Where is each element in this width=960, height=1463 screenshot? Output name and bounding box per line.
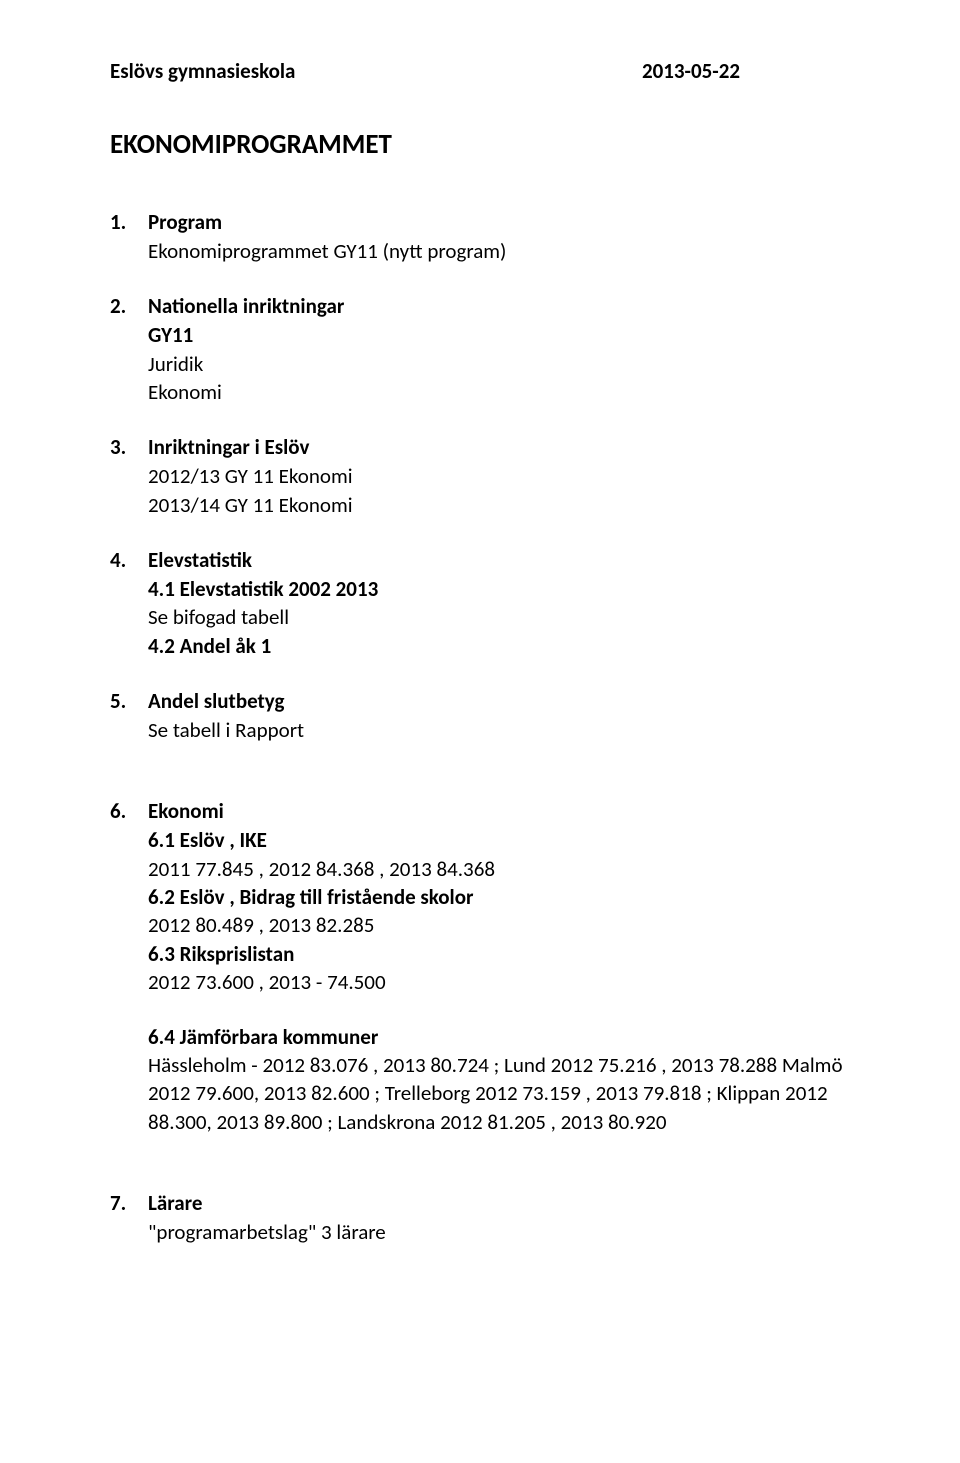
- section-heading: 6.Ekonomi: [110, 798, 850, 824]
- body-line: Se tabell i Rapport: [110, 716, 850, 744]
- section-number: 6.: [110, 798, 148, 824]
- body-line: Se bifogad tabell: [110, 603, 850, 631]
- section-title: Inriktningar i Eslöv: [148, 434, 309, 460]
- section-number: 1.: [110, 209, 148, 235]
- section-elevstatistik: 4.Elevstatistik 4.1 Elevstatistik 2002 2…: [110, 547, 850, 660]
- body-line: 2012 73.600 , 2013 - 74.500: [110, 968, 850, 996]
- section-slutbetyg: 5.Andel slutbetyg Se tabell i Rapport: [110, 688, 850, 744]
- section-title: Program: [148, 209, 222, 235]
- subsection-heading: 4.2 Andel åk 1: [110, 632, 850, 660]
- subsection-heading: 4.1 Elevstatistik 2002 2013: [110, 575, 850, 603]
- subsection-heading: 6.2 Eslöv , Bidrag till fristående skolo…: [110, 883, 850, 911]
- section-number: 5.: [110, 688, 148, 714]
- body-line: Ekonomiprogrammet GY11 (nytt program): [110, 237, 850, 265]
- section-title: Lärare: [148, 1190, 202, 1216]
- section-heading: 7.Lärare: [110, 1190, 850, 1216]
- document-date: 2013-05-22: [642, 58, 740, 84]
- body-line: 2011 77.845 , 2012 84.368 , 2013 84.368: [110, 855, 850, 883]
- section-title: Elevstatistik: [148, 547, 252, 573]
- subsection-heading: 6.3 Riksprislistan: [110, 940, 850, 968]
- section-title: Ekonomi: [148, 798, 224, 824]
- body-line: 2013/14 GY 11 Ekonomi: [110, 491, 850, 519]
- body-line: 2012/13 GY 11 Ekonomi: [110, 462, 850, 490]
- subsection-heading: 6.1 Eslöv , IKE: [110, 826, 850, 854]
- section-heading: 4.Elevstatistik: [110, 547, 850, 573]
- section-number: 2.: [110, 293, 148, 319]
- document-title: EKONOMIPROGRAMMET: [110, 128, 850, 161]
- section-ekonomi: 6.Ekonomi 6.1 Eslöv , IKE 2011 77.845 , …: [110, 798, 850, 1135]
- subsection-heading: 6.4 Jämförbara kommuner: [110, 1023, 850, 1051]
- section-program: 1.Program Ekonomiprogrammet GY11 (nytt p…: [110, 209, 850, 265]
- section-title: Nationella inriktningar: [148, 293, 344, 319]
- section-heading: 5.Andel slutbetyg: [110, 688, 850, 714]
- section-number: 3.: [110, 434, 148, 460]
- body-line: Hässleholm - 2012 83.076 , 2013 80.724 ;…: [110, 1051, 850, 1136]
- section-title: Andel slutbetyg: [148, 688, 285, 714]
- section-larare: 7.Lärare "programarbetslag" 3 lärare: [110, 1190, 850, 1246]
- section-heading: 3.Inriktningar i Eslöv: [110, 434, 850, 460]
- section-number: 7.: [110, 1190, 148, 1216]
- body-line: "programarbetslag" 3 lärare: [110, 1218, 850, 1246]
- document-header: Eslövs gymnasieskola 2013-05-22: [110, 58, 850, 84]
- body-line: Juridik: [110, 350, 850, 378]
- section-heading: 2.Nationella inriktningar: [110, 293, 850, 319]
- section-number: 4.: [110, 547, 148, 573]
- section-nationella: 2.Nationella inriktningar GY11 Juridik E…: [110, 293, 850, 406]
- section-heading: 1.Program: [110, 209, 850, 235]
- body-line: Ekonomi: [110, 378, 850, 406]
- section-inriktningar: 3.Inriktningar i Eslöv 2012/13 GY 11 Eko…: [110, 434, 850, 519]
- body-line: 2012 80.489 , 2013 82.285: [110, 911, 850, 939]
- school-name: Eslövs gymnasieskola: [110, 58, 295, 84]
- body-line-bold: GY11: [110, 321, 850, 349]
